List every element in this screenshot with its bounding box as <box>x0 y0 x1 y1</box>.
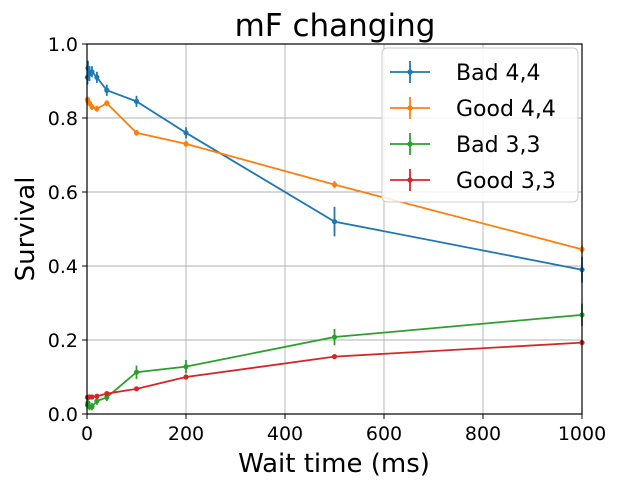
x-axis-label: Wait time (ms) <box>238 449 430 479</box>
legend-item: Good 4,4 <box>390 97 556 122</box>
data-point <box>331 219 338 225</box>
data-point <box>104 391 110 397</box>
y-tick-label: 0.4 <box>48 256 78 278</box>
x-tick-label: 1000 <box>558 423 606 445</box>
legend-label: Good 3,3 <box>456 169 556 194</box>
data-point <box>183 364 189 370</box>
y-tick-label: 1.0 <box>48 34 78 56</box>
data-point <box>183 374 189 380</box>
plot-frame <box>86 43 583 415</box>
data-point <box>104 100 110 106</box>
data-point <box>94 398 100 404</box>
data-point <box>86 100 93 106</box>
data-point <box>183 141 189 147</box>
data-point <box>183 130 189 136</box>
data-point <box>94 74 100 80</box>
series-good-3-3 <box>84 339 585 400</box>
legend-item: Good 3,3 <box>390 169 556 194</box>
data-point <box>133 98 140 104</box>
data-point <box>104 87 110 93</box>
y-tick-label: 0.2 <box>48 330 78 352</box>
data-point <box>133 386 140 392</box>
data-point <box>89 394 95 400</box>
data-point <box>104 394 110 400</box>
series-line <box>86 313 583 408</box>
legend-label: Good 4,4 <box>456 97 556 122</box>
legend-label: Bad 3,3 <box>456 133 541 158</box>
data-point <box>94 106 100 112</box>
data-point <box>133 130 140 136</box>
data-point <box>331 334 338 340</box>
x-tick-label: 600 <box>366 423 402 445</box>
legend-swatch-marker <box>407 141 413 147</box>
y-tick-label: 0.8 <box>48 108 78 130</box>
y-axis-label: Survival <box>11 177 41 282</box>
x-tick-label: 200 <box>168 423 204 445</box>
y-tick-label: 0.0 <box>48 404 78 426</box>
legend-item: Bad 3,3 <box>390 133 541 158</box>
legend: Bad 4,4 Good 4,4 Bad 3,3 Good 3,3 <box>381 47 579 203</box>
data-point <box>331 182 338 188</box>
data-point <box>94 393 100 399</box>
legend-swatch-marker <box>407 69 413 75</box>
series-bad-3-3 <box>84 303 585 411</box>
legend-swatch-marker <box>407 177 413 183</box>
data-point <box>89 69 95 75</box>
legend-swatch-marker <box>407 105 413 111</box>
legend-label: Bad 4,4 <box>456 61 541 86</box>
y-tick-label: 0.6 <box>48 182 78 204</box>
data-point <box>133 369 140 375</box>
legend-box <box>381 47 579 203</box>
data-point <box>331 354 338 360</box>
legend-item: Bad 4,4 <box>390 61 541 86</box>
x-tick-label: 0 <box>81 423 93 445</box>
data-point <box>89 104 95 110</box>
x-tick-label: 800 <box>465 423 501 445</box>
data-point <box>89 404 95 410</box>
tick-layer: 0 200 400 600 800 1000 0.0 0.2 0.4 0.6 0.8 1.0 <box>48 34 606 445</box>
chart-title: mF changing <box>235 8 436 44</box>
x-tick-label: 400 <box>267 423 303 445</box>
